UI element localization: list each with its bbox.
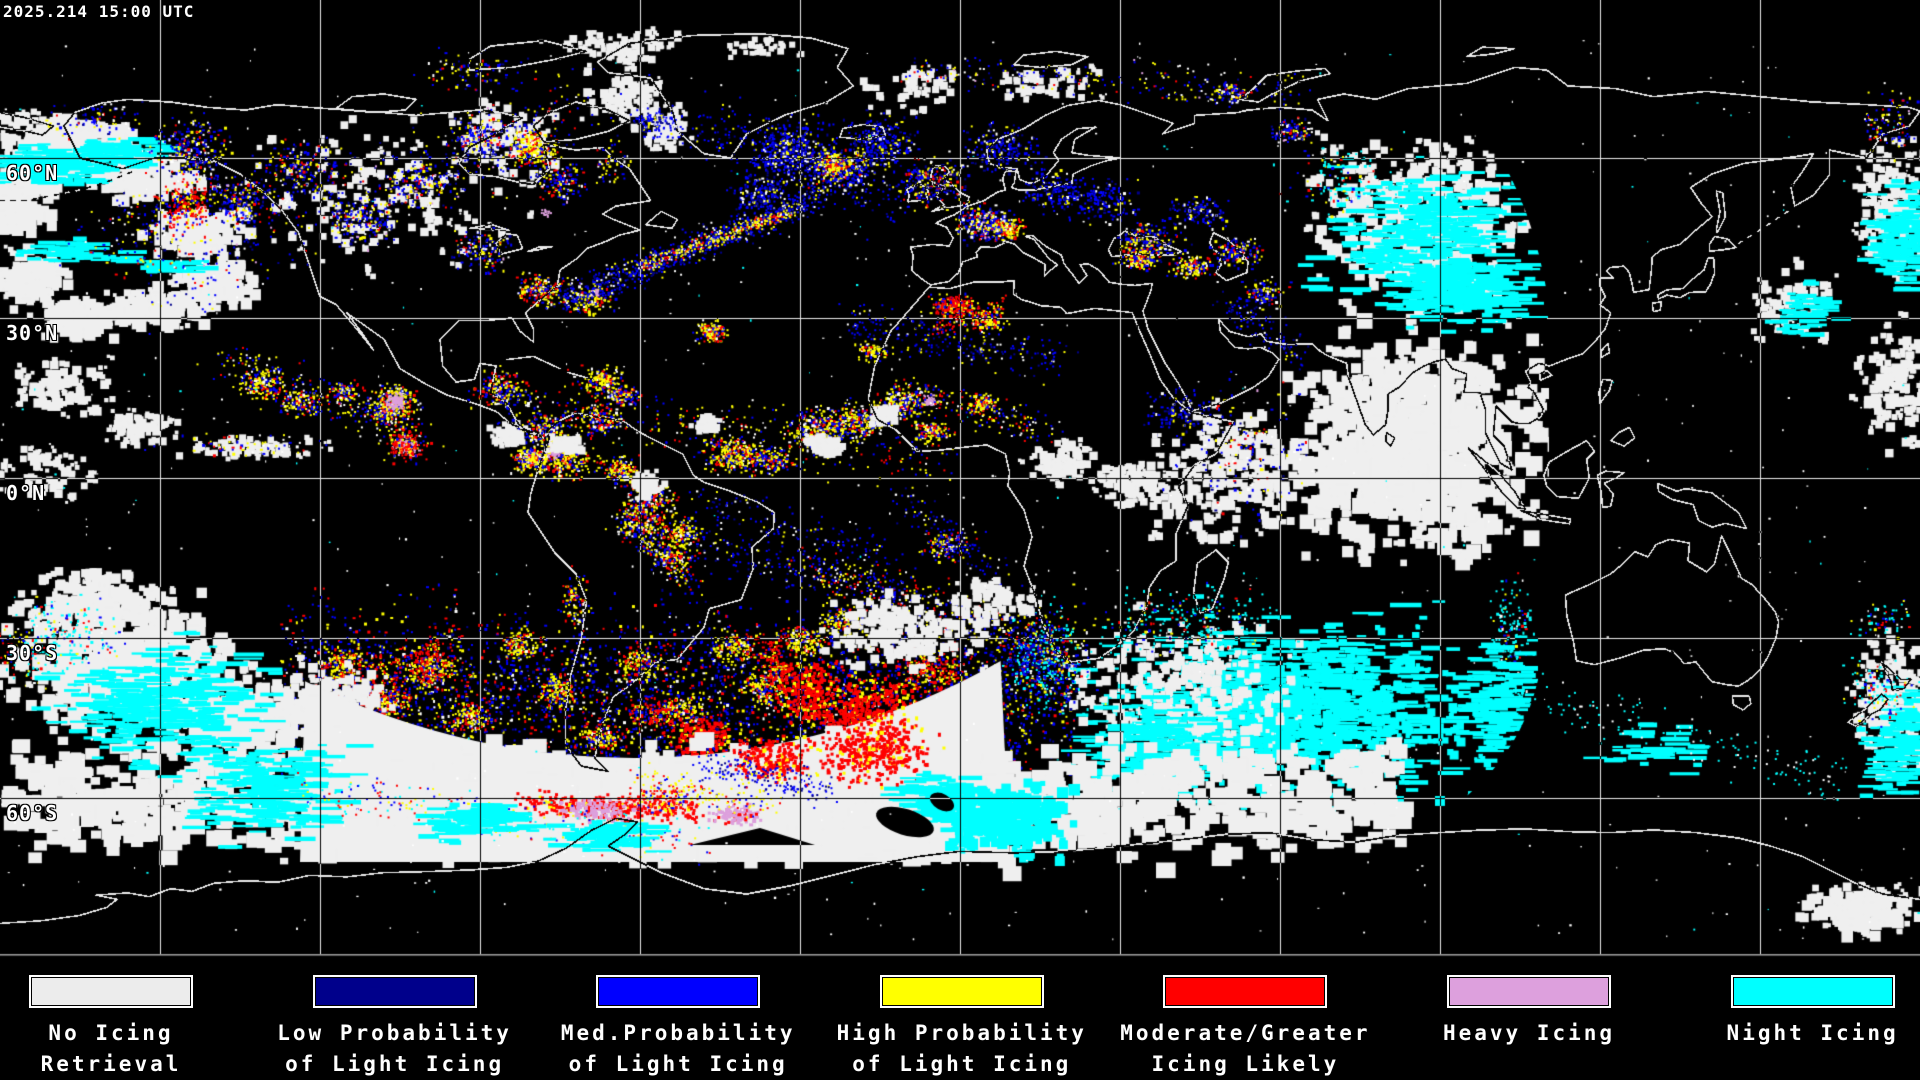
legend-swatch-moderate-greater bbox=[1163, 975, 1328, 1008]
legend-label-line1: High Probability bbox=[836, 1021, 1087, 1045]
latitude-label: 60°S bbox=[6, 801, 59, 825]
legend-swatch-heavy-icing bbox=[1447, 975, 1611, 1008]
legend-label-line1: No Icing bbox=[48, 1021, 174, 1045]
legend-item-med-probability: Med.Probability of Light Icing bbox=[536, 958, 820, 1080]
legend-item-no-icing-retrieval: No Icing Retrieval bbox=[0, 958, 253, 1080]
legend-label-line2: of Light Icing bbox=[285, 1052, 505, 1076]
legend-item-moderate-greater: Moderate/Greater Icing Likely bbox=[1103, 958, 1387, 1080]
legend-item-low-probability: Low Probability of Light Icing bbox=[253, 958, 537, 1080]
legend-swatch-low-probability bbox=[312, 975, 477, 1008]
latitude-label: 30°N bbox=[6, 321, 59, 345]
legend-label-line1: Moderate/Greater bbox=[1120, 1021, 1371, 1045]
legend-label-line2: Retrieval bbox=[40, 1052, 182, 1076]
latitude-label: 0°N bbox=[6, 481, 46, 505]
legend-swatch-med-probability bbox=[596, 975, 761, 1008]
legend-label-line1: Night Icing bbox=[1726, 1021, 1899, 1045]
legend-swatch-high-probability bbox=[879, 975, 1044, 1008]
legend-item-heavy-icing: Heavy Icing bbox=[1387, 958, 1671, 1049]
legend-bar: No Icing Retrieval Low Probability of Light… bbox=[0, 958, 1920, 1080]
legend-label-line2: Icing Likely bbox=[1151, 1052, 1340, 1076]
legend-label-line2: of Light Icing bbox=[568, 1052, 788, 1076]
legend-label-line2: of Light Icing bbox=[852, 1052, 1072, 1076]
legend-swatch-no-icing-retrieval bbox=[29, 975, 193, 1008]
legend-label-line1: Low Probability bbox=[277, 1021, 512, 1045]
legend-swatch-night-icing bbox=[1730, 975, 1895, 1008]
legend-label-line1: Heavy Icing bbox=[1442, 1021, 1616, 1045]
legend-item-high-probability: High Probability of Light Icing bbox=[820, 958, 1104, 1080]
legend-item-night-icing: Night Icing bbox=[1671, 958, 1920, 1049]
latitude-label: 60°N bbox=[6, 161, 59, 185]
latitude-label: 30°S bbox=[6, 641, 59, 665]
legend-label-line1: Med.Probability bbox=[560, 1021, 796, 1045]
timestamp-label: 2025.214 15:00 UTC bbox=[3, 2, 195, 21]
